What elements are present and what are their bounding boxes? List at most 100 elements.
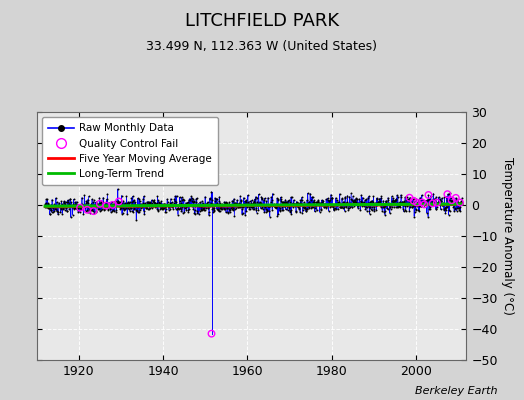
Point — [319, 201, 327, 208]
Point — [232, 204, 240, 211]
Point — [45, 205, 53, 211]
Point — [247, 200, 255, 206]
Point — [328, 203, 336, 210]
Point — [73, 204, 82, 210]
Point — [359, 202, 367, 208]
Point — [446, 196, 454, 203]
Point — [238, 210, 247, 216]
Point — [421, 201, 430, 207]
Point — [79, 202, 87, 208]
Point — [353, 200, 361, 207]
Point — [405, 197, 413, 204]
Point — [264, 194, 272, 201]
Point — [162, 205, 170, 212]
Point — [201, 202, 210, 208]
Point — [394, 200, 402, 206]
Point — [345, 204, 353, 211]
Point — [48, 204, 57, 210]
Point — [174, 206, 183, 212]
Point — [47, 207, 56, 213]
Point — [70, 206, 79, 212]
Point — [345, 194, 354, 200]
Point — [378, 207, 386, 214]
Point — [210, 208, 218, 214]
Point — [252, 205, 260, 212]
Point — [53, 208, 61, 214]
Point — [335, 199, 343, 206]
Point — [93, 202, 102, 208]
Point — [147, 197, 156, 203]
Point — [276, 206, 285, 213]
Point — [75, 209, 84, 215]
Point — [166, 200, 174, 206]
Point — [260, 195, 269, 202]
Point — [434, 200, 442, 206]
Point — [54, 202, 63, 208]
Point — [439, 200, 447, 207]
Point — [356, 207, 364, 214]
Point — [172, 198, 180, 205]
Point — [241, 201, 249, 207]
Point — [324, 208, 333, 214]
Point — [427, 202, 435, 208]
Point — [130, 206, 139, 212]
Point — [325, 201, 334, 208]
Point — [264, 203, 272, 210]
Point — [177, 208, 185, 214]
Point — [51, 204, 59, 210]
Point — [406, 194, 414, 201]
Point — [59, 200, 68, 206]
Point — [205, 208, 213, 215]
Point — [108, 208, 116, 214]
Point — [448, 200, 456, 206]
Point — [416, 203, 424, 209]
Point — [420, 201, 429, 208]
Point — [54, 208, 62, 215]
Point — [220, 206, 228, 212]
Point — [396, 201, 405, 208]
Point — [429, 190, 438, 197]
Point — [206, 200, 215, 206]
Point — [83, 196, 92, 203]
Point — [62, 205, 70, 211]
Point — [173, 206, 181, 212]
Point — [82, 198, 90, 204]
Point — [197, 207, 205, 213]
Point — [173, 206, 181, 212]
Point — [315, 200, 324, 206]
Point — [92, 208, 101, 215]
Point — [262, 198, 270, 204]
Point — [88, 206, 96, 213]
Point — [103, 204, 111, 210]
Point — [410, 198, 418, 204]
Point — [266, 213, 274, 220]
Point — [384, 197, 392, 204]
Point — [181, 202, 189, 208]
Point — [361, 196, 369, 203]
Point — [235, 204, 244, 210]
Point — [207, 189, 215, 195]
Point — [190, 198, 198, 204]
Point — [242, 198, 250, 205]
Point — [133, 207, 141, 213]
Point — [268, 206, 277, 213]
Point — [299, 204, 308, 211]
Point — [170, 196, 179, 202]
Point — [315, 202, 323, 208]
Point — [78, 194, 86, 201]
Point — [353, 202, 361, 208]
Point — [81, 203, 90, 209]
Point — [84, 200, 92, 206]
Point — [115, 204, 124, 210]
Point — [332, 206, 341, 212]
Point — [455, 203, 464, 210]
Point — [149, 203, 157, 210]
Point — [411, 208, 419, 215]
Point — [301, 204, 310, 210]
Point — [249, 198, 258, 205]
Point — [296, 200, 304, 206]
Point — [97, 199, 105, 206]
Point — [170, 200, 178, 206]
Point — [288, 194, 296, 201]
Point — [43, 196, 51, 202]
